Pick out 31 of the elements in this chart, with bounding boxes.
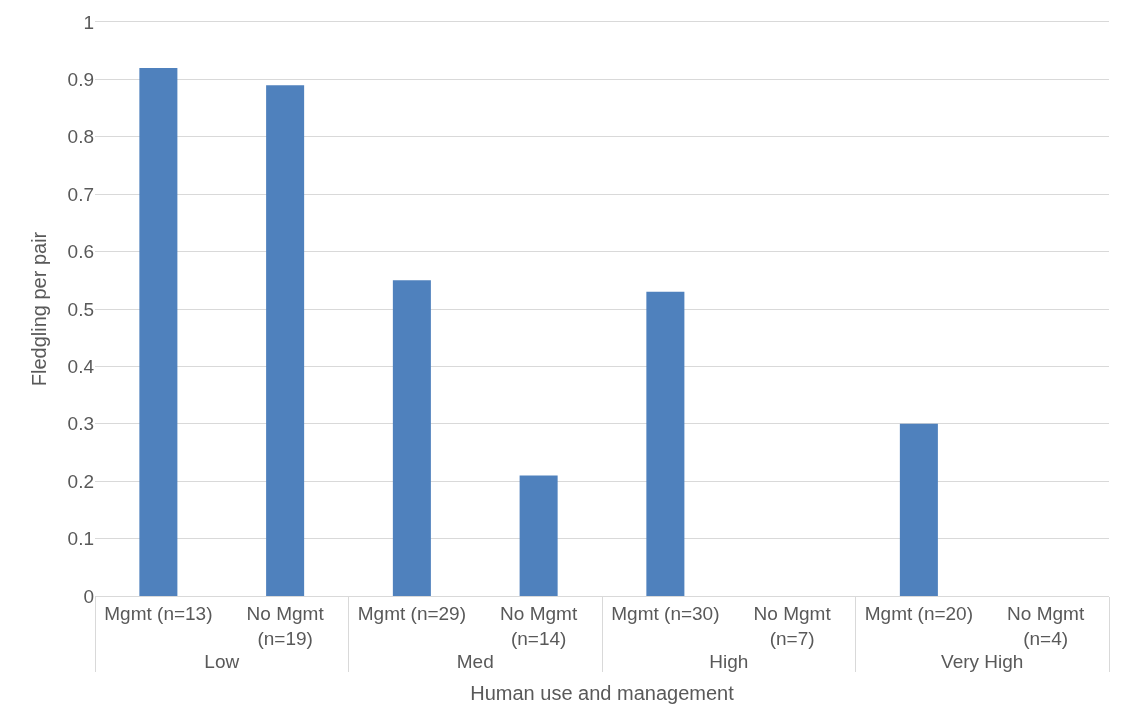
y-tick-label: 0.9 xyxy=(67,69,94,91)
bar xyxy=(392,280,431,596)
y-tick-label: 0.7 xyxy=(67,183,94,205)
bar xyxy=(519,475,558,596)
y-tick-label: 0 xyxy=(83,585,94,607)
x-tick-label: No Mgmt (n=7) xyxy=(753,602,832,649)
x-tick-label: No Mgmt (n=4) xyxy=(1007,602,1085,649)
x-tick-label: Mgmt (n=29) xyxy=(357,602,466,624)
text: Med xyxy=(456,650,494,672)
x-tick-label: Mgmt (n=30) xyxy=(611,602,720,624)
y-axis-title: Fledgling per pair xyxy=(28,231,51,387)
y-tick-label: 0.5 xyxy=(67,298,94,320)
bar xyxy=(646,291,685,596)
bar xyxy=(139,67,178,596)
text: Very High xyxy=(941,650,1024,672)
y-tick-label: 0.2 xyxy=(67,470,94,492)
y-tick-label: 0.6 xyxy=(67,241,94,263)
y-tick-label: 0.3 xyxy=(67,413,94,435)
x-tick-label: No Mgmt (n=14) xyxy=(500,602,578,649)
bar xyxy=(899,423,938,596)
y-tick-label: 1 xyxy=(83,11,94,33)
y-tick-label: 0.1 xyxy=(67,528,94,550)
x-tick-label: No Mgmt (n=19) xyxy=(246,602,325,649)
bar xyxy=(266,85,305,596)
x-tick-label: Mgmt (n=20) xyxy=(864,602,973,624)
y-tick-label: 0.4 xyxy=(67,356,95,378)
x-axis-title: Human use and management xyxy=(470,682,735,704)
text: Low xyxy=(204,650,240,672)
y-tick-label: 0.8 xyxy=(67,126,94,148)
text: High xyxy=(709,650,749,672)
x-tick-label: Mgmt (n=13) xyxy=(104,602,213,624)
